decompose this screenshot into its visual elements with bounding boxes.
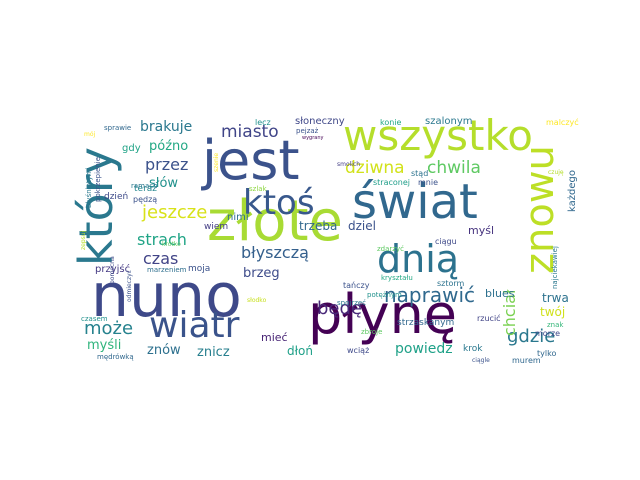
cloud-word: pejzaż [296, 127, 319, 135]
cloud-word: gdy [122, 143, 141, 154]
cloud-word: zepsuj [80, 230, 87, 250]
cloud-word: myśli [87, 338, 122, 353]
cloud-word: smolich [337, 161, 361, 168]
cloud-word: trwa [542, 291, 569, 305]
cloud-word: błyszczą [241, 243, 309, 262]
cloud-word: wygrany [302, 135, 324, 141]
cloud-word: chwila [427, 158, 481, 178]
cloud-word: teraz [134, 184, 158, 194]
cloud-word: dzień [104, 192, 129, 202]
cloud-word: kryształu [381, 274, 413, 282]
cloud-word: nimi [227, 212, 249, 223]
cloud-word: szenie [213, 152, 220, 172]
cloud-word: późno [149, 139, 189, 154]
cloud-word: będę [317, 298, 362, 319]
cloud-word: dziel [348, 219, 376, 233]
cloud-word: mieć [261, 331, 288, 344]
cloud-word: przyjść [95, 264, 131, 275]
cloud-word: strzaskanym [397, 318, 455, 328]
cloud-word: czuję [548, 169, 564, 176]
cloud-word: miasto [221, 122, 279, 142]
cloud-word: najciekawiej [551, 246, 559, 289]
cloud-word: pomocna [109, 256, 116, 284]
cloud-word: blues [485, 287, 515, 300]
cloud-word: pędzą [133, 195, 158, 204]
cloud-word: gdzie [507, 326, 556, 347]
cloud-word: konie [380, 118, 402, 127]
cloud-word: rzucić [477, 314, 501, 323]
cloud-word: każdego [567, 170, 578, 212]
cloud-word: mój [84, 131, 96, 138]
cloud-word: przez [145, 155, 189, 174]
cloud-word: spojrzeć [337, 299, 367, 307]
cloud-word: słodko [247, 297, 267, 304]
cloud-word: morze [535, 329, 561, 338]
cloud-word: wiem [204, 222, 229, 232]
cloud-word: pokrzepienie [94, 156, 102, 202]
cloud-word: szlak [249, 185, 267, 193]
cloud-word: ciągle [472, 357, 490, 364]
cloud-word: lecz [255, 118, 271, 127]
cloud-word: słoneczny [295, 116, 345, 127]
cloud-word: brakuje [140, 119, 193, 135]
cloud-word: malczyć [546, 118, 579, 127]
cloud-word: ciągu [435, 237, 457, 246]
cloud-word: znak [547, 321, 564, 329]
cloud-word: brzeg [243, 266, 280, 281]
cloud-word: krótko [162, 241, 181, 248]
cloud-word: czasem [81, 315, 108, 323]
cloud-word: dnią [377, 237, 460, 281]
cloud-word: naprawić [384, 283, 476, 307]
cloud-word: myśl [468, 224, 495, 237]
cloud-word: słów [149, 176, 179, 191]
cloud-word: murem [512, 356, 541, 365]
cloud-word: stąd [411, 169, 429, 178]
cloud-word: zdarzyć [377, 245, 404, 253]
cloud-word: ramach [131, 182, 158, 190]
cloud-word: błyśniętymi [85, 167, 93, 208]
cloud-word: straconej [373, 178, 411, 187]
cloud-word: odmieczyć [126, 270, 133, 302]
cloud-word: wiatr [149, 305, 240, 346]
cloud-word: powiedz [395, 341, 453, 357]
cloud-word: potężnym [367, 291, 402, 299]
cloud-word: świat [352, 174, 478, 230]
cloud-word: trzeba [299, 219, 338, 233]
cloud-word: jeszcze [142, 202, 208, 223]
cloud-word: moja [188, 264, 211, 274]
cloud-word: czas [143, 249, 179, 268]
cloud-word: mędrówką [97, 353, 134, 361]
cloud-word: szalonym [425, 116, 473, 127]
cloud-word: tylko [537, 349, 557, 358]
cloud-word: strach [137, 230, 187, 249]
cloud-word: dłoń [287, 344, 313, 358]
cloud-word: wciąż [347, 346, 370, 355]
cloud-word: znicz [197, 345, 230, 360]
cloud-word: mnie [418, 178, 439, 187]
cloud-word: tańczy [343, 281, 370, 290]
cloud-word: twój [540, 305, 566, 319]
cloud-word: zbroje [361, 328, 383, 336]
cloud-word: wszystko [343, 111, 534, 160]
cloud-word: nuno [91, 261, 242, 331]
cloud-word: znów [147, 343, 181, 358]
cloud-word: sztorm [437, 279, 465, 288]
cloud-word: jest [202, 129, 300, 192]
cloud-word: złote [207, 189, 343, 254]
cloud-word: dziwna [345, 158, 405, 178]
cloud-word: marzeniem [147, 266, 187, 274]
cloud-word: sprawie [104, 124, 132, 132]
cloud-word: ktoś [243, 183, 315, 223]
cloud-word: może [84, 318, 134, 339]
word-cloud: jest złote wszystko świat płynę nuno któ… [69, 110, 579, 365]
cloud-word: krok [463, 344, 483, 354]
cloud-word: płynę [308, 283, 458, 346]
